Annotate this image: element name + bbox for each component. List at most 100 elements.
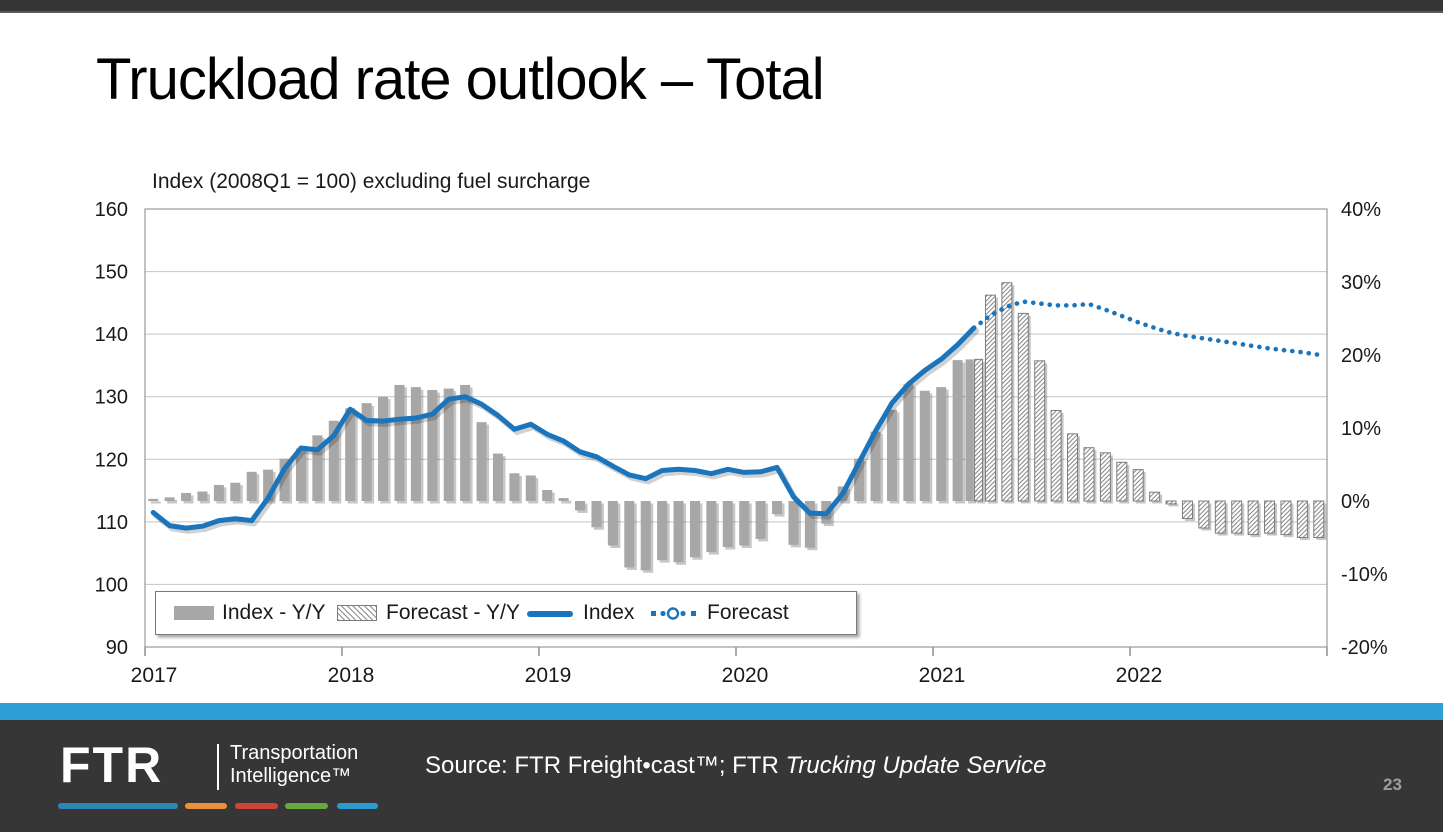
right-axis-tick-30%: 30% (1341, 272, 1381, 294)
index-yy-bar (591, 501, 602, 528)
page-number: 23 (1383, 775, 1402, 794)
index-yy-bar (673, 501, 684, 563)
index-yy-bar (378, 396, 389, 501)
x-axis-year-2021: 2021 (919, 664, 966, 687)
index-yy-bar (965, 359, 974, 501)
logo-dash-2 (235, 803, 278, 809)
left-axis-tick-150: 150 (95, 262, 128, 284)
index-yy-bar (197, 491, 208, 501)
forecast-yy-bar (974, 358, 984, 502)
left-axis-tick-140: 140 (95, 324, 128, 346)
index-yy-bar (936, 387, 947, 501)
footer-accent-stripe (0, 703, 1443, 720)
x-axis-year-2017: 2017 (131, 664, 178, 687)
index-yy-bar (689, 501, 700, 558)
chart-subtitle: Index (2008Q1 = 100) excluding fuel surc… (152, 170, 591, 193)
legend-label-forecast: Forecast (707, 601, 789, 624)
index-yy-bar (542, 490, 553, 501)
left-axis-tick-130: 130 (95, 387, 128, 409)
index-yy-bar (492, 453, 503, 501)
right-axis-tick--20%: -20% (1341, 637, 1388, 659)
index-yy-bar (394, 384, 405, 501)
index-yy-bar (952, 360, 963, 501)
x-axis-year-2022: 2022 (1116, 664, 1163, 687)
index-yy-bar (624, 501, 635, 568)
index-yy-bar (706, 501, 717, 553)
left-axis-tick-100: 100 (95, 574, 128, 596)
forecast-yy-bar (1034, 360, 1046, 502)
legend-label-forecast-yy: Forecast - Y/Y (386, 601, 520, 624)
x-axis-year-2019: 2019 (525, 664, 572, 687)
right-axis-tick-40%: 40% (1341, 199, 1381, 221)
logo-dash-1 (185, 803, 227, 809)
forecast-yy-bar (1198, 500, 1210, 529)
forecast-yy-bar (1280, 500, 1292, 536)
forecast-yy-bar (1296, 500, 1308, 538)
forecast-yy-bar (1017, 312, 1029, 502)
right-axis-tick-20%: 20% (1341, 345, 1381, 367)
index-yy-bar (657, 501, 668, 561)
forecast-line (971, 299, 1322, 358)
index-yy-bar (443, 388, 454, 501)
index-yy-bar (788, 501, 799, 545)
legend-label-index-yy: Index - Y/Y (222, 601, 326, 624)
x-axis-year-2020: 2020 (722, 664, 769, 687)
index-yy-bar (460, 384, 471, 501)
index-yy-bar (804, 501, 815, 548)
index-line-legend-swatch (527, 611, 573, 617)
index-yy-bar (295, 448, 306, 501)
index-yy-bar (263, 469, 274, 501)
index-yy-bar (739, 501, 750, 546)
forecast-yy-bar (1116, 461, 1128, 502)
logo-tagline-line2: Intelligence™ (230, 765, 352, 787)
x-axis-year-2018: 2018 (328, 664, 375, 687)
index-yy-bar (886, 409, 897, 501)
forecast-yy-bar (1214, 500, 1226, 534)
index-yy-bar (181, 492, 192, 501)
right-axis-tick--10%: -10% (1341, 564, 1388, 586)
index-yy-bar (903, 384, 914, 501)
index-yy-bar (328, 420, 339, 501)
forecast-yy-bar (1165, 500, 1177, 505)
source-text: Source: FTR Freight•cast™; FTR (425, 752, 786, 779)
index-yy-bar (772, 501, 783, 515)
index-yy-bar (476, 422, 487, 501)
chart-legend: Index - Y/Y Forecast - Y/Y Index Forecas… (155, 591, 857, 635)
index-yy-bar (509, 473, 520, 501)
ftr-logo: FTR (60, 737, 164, 793)
index-yy-bar (919, 390, 930, 501)
index-yy-bar (575, 501, 586, 511)
left-axis-tick-90: 90 (106, 637, 128, 659)
forecast-yy-bar (984, 294, 996, 502)
index-yy-bar (870, 431, 881, 501)
logo-dash-3 (285, 803, 328, 809)
forecast-line-legend-swatch (650, 604, 698, 627)
forecast-yy-bar (1313, 500, 1325, 538)
slide-title: Truckload rate outlook – Total (96, 47, 825, 112)
index-yy-bar (558, 498, 569, 501)
left-axis-tick-120: 120 (95, 449, 128, 471)
index-yy-bar (361, 403, 372, 501)
forecast-yy-bar (1050, 409, 1062, 502)
index-yy-bar (427, 390, 438, 501)
left-axis-tick-160: 160 (95, 199, 128, 221)
index-yy-legend-swatch (174, 606, 214, 620)
left-axis-tick-110: 110 (96, 512, 128, 534)
forecast-yy-legend-swatch (337, 605, 377, 621)
index-yy-bar (854, 458, 865, 501)
logo-dash-0 (58, 803, 178, 809)
forecast-yy-bar (1181, 500, 1193, 520)
logo-divider (217, 744, 219, 790)
forecast-yy-bar (1001, 282, 1013, 502)
footer: FTR Transportation Intelligence™ Source:… (0, 720, 1443, 832)
source-citation: Source: FTR Freight•cast™; FTR Trucking … (425, 752, 1046, 780)
index-yy-bar (410, 387, 421, 501)
index-yy-bar (213, 484, 224, 501)
truckload-rate-chart: 160 150 140 130 120 110 100 90 40% 30% 20% 10% 0% -10… (95, 199, 1388, 687)
index-yy-bar (640, 501, 651, 571)
index-yy-bar (607, 501, 618, 546)
index-yy-bar (525, 475, 536, 501)
index-yy-bar (345, 408, 356, 501)
index-yy-bar (246, 471, 257, 501)
